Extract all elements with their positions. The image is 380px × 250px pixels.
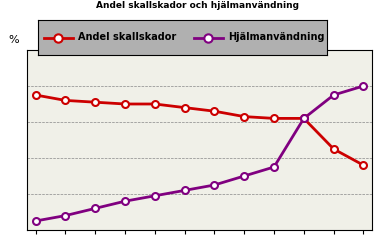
Text: Hjälmlag
1/7 -90: Hjälmlag 1/7 -90 (0, 249, 1, 250)
Text: %: % (9, 34, 19, 44)
Text: Andel skallskador: Andel skallskador (78, 32, 177, 42)
Text: Andel skallskador och hjälmanvändning: Andel skallskador och hjälmanvändning (96, 1, 299, 10)
Text: Hjälmanvändning: Hjälmanvändning (229, 32, 325, 42)
